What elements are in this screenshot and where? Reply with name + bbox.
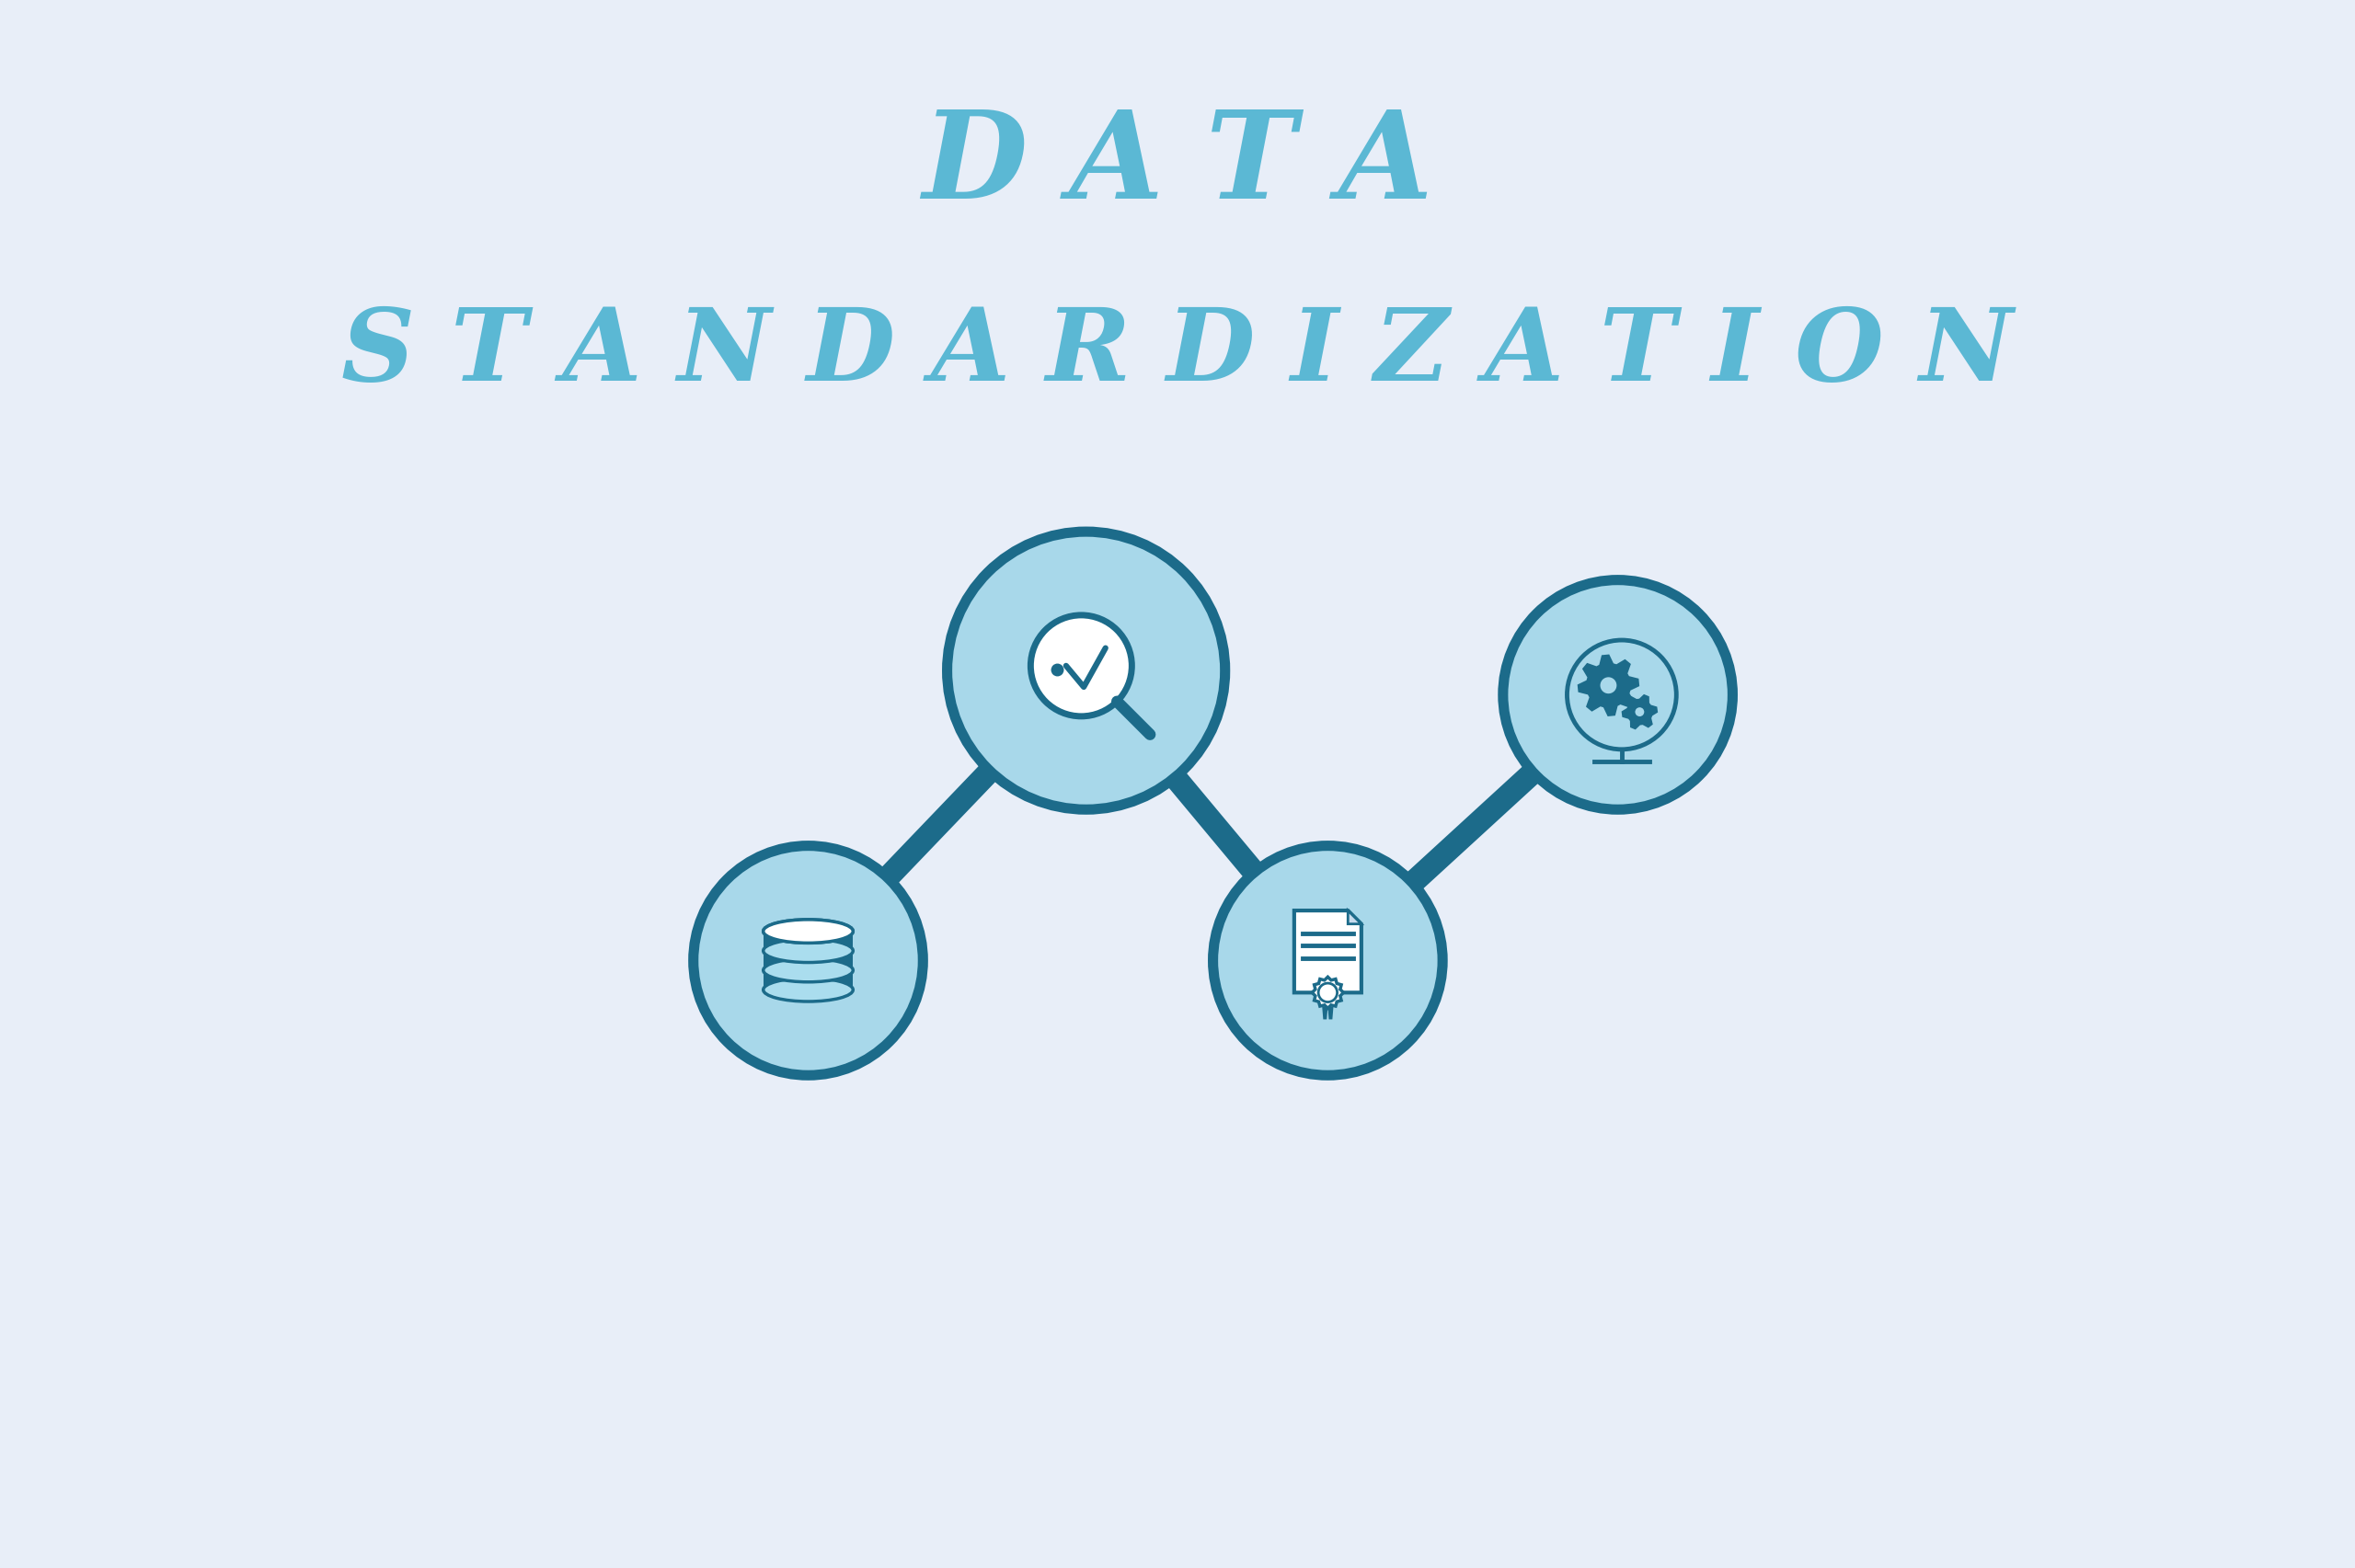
Circle shape	[1319, 983, 1338, 1002]
Circle shape	[1213, 847, 1444, 1076]
Text: S T A N D A R D I Z A T I O N: S T A N D A R D I Z A T I O N	[341, 303, 2014, 403]
Polygon shape	[1347, 911, 1361, 925]
Circle shape	[1502, 580, 1733, 811]
Ellipse shape	[763, 978, 853, 1002]
Text: D A T A: D A T A	[923, 105, 1432, 224]
Polygon shape	[1328, 1007, 1333, 1019]
Circle shape	[1634, 707, 1646, 718]
Ellipse shape	[763, 920, 853, 944]
Polygon shape	[763, 931, 853, 989]
Polygon shape	[1321, 1007, 1328, 1019]
Polygon shape	[1312, 977, 1342, 1008]
Ellipse shape	[763, 920, 853, 944]
Polygon shape	[1295, 911, 1361, 993]
Ellipse shape	[763, 960, 853, 982]
Circle shape	[1599, 676, 1618, 695]
Circle shape	[692, 847, 923, 1076]
Polygon shape	[1578, 657, 1639, 715]
Circle shape	[1031, 616, 1133, 717]
Ellipse shape	[763, 939, 853, 963]
Polygon shape	[1623, 696, 1658, 729]
Circle shape	[947, 532, 1225, 811]
